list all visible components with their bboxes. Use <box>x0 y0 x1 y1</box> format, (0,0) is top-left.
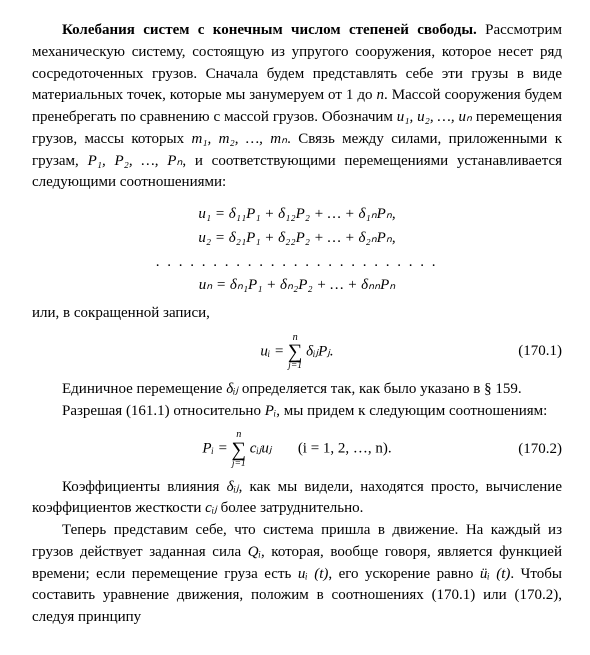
paragraph-6: Теперь представим себе, что система приш… <box>32 520 562 629</box>
var-Q: Qᵢ <box>248 544 261 560</box>
sum-bottom: j=1 <box>288 361 302 371</box>
var-delta: δᵢⱼ <box>226 381 238 397</box>
eq-number: (170.2) <box>518 439 562 461</box>
section-heading: Колебания систем с конечным числом степе… <box>62 22 477 38</box>
var-n: n <box>377 87 385 103</box>
equation-170-1: uᵢ = n ∑ j=1 δᵢⱼPⱼ. (170.1) <box>32 333 562 371</box>
vars-P: P₁, P₂, …, Pₙ <box>88 153 183 169</box>
var-udd-t: üᵢ (t) <box>480 566 511 582</box>
eq-lhs: Pᵢ = <box>202 441 227 457</box>
paragraph-5: Коэффициенты влияния δᵢⱼ, как мы видели,… <box>32 477 562 521</box>
eq-line-1: u₁ = δ₁₁P₁ + δ₁₂P₂ + … + δ₁ₙPₙ, <box>32 204 562 226</box>
text: определяется так, как было указано в § 1… <box>238 381 521 397</box>
var-c: cᵢⱼ <box>205 500 217 516</box>
equation-system: u₁ = δ₁₁P₁ + δ₁₂P₂ + … + δ₁ₙPₙ, u₂ = δ₂₁… <box>32 204 562 297</box>
paragraph-1: Колебания систем с конечным числом степе… <box>32 20 562 194</box>
paragraph-3: Единичное перемещение δᵢⱼ определяется т… <box>32 379 562 401</box>
text: Коэффициенты влияния <box>62 479 227 495</box>
text: Разрешая (161.1) относительно <box>62 403 265 419</box>
sum-bottom: j=1 <box>232 459 246 469</box>
eq-line-n: uₙ = δₙ₁P₁ + δₙ₂P₂ + … + δₙₙPₙ <box>32 275 562 297</box>
eq-rhs: cᵢⱼuⱼ <box>250 441 272 457</box>
text: , его ускорение равно <box>328 566 480 582</box>
text: , мы придем к следующим соотношениям: <box>276 403 547 419</box>
var-u-t: uᵢ (t) <box>298 566 329 582</box>
eq-number: (170.1) <box>518 341 562 363</box>
vars-u: u₁, u₂, …, uₙ <box>397 109 472 125</box>
vars-m: m₁, m₂, …, mₙ <box>191 131 287 147</box>
eq-cond: (i = 1, 2, …, n). <box>298 441 392 457</box>
text: Единичное перемещение <box>62 381 226 397</box>
paragraph-2: или, в сокращенной записи, <box>32 303 562 325</box>
eq-lhs: uᵢ = <box>260 343 284 359</box>
eq-line-2: u₂ = δ₂₁P₁ + δ₂₂P₂ + … + δ₂ₙPₙ, <box>32 228 562 250</box>
var-delta: δᵢⱼ <box>227 479 239 495</box>
eq-rhs: δᵢⱼPⱼ. <box>306 343 334 359</box>
text: более затруднительно. <box>217 500 364 516</box>
sum-symbol: n ∑ j=1 <box>288 333 303 371</box>
paragraph-4: Разрешая (161.1) относительно Pᵢ, мы при… <box>32 401 562 423</box>
equation-170-2: Pᵢ = n ∑ j=1 cᵢⱼuⱼ (i = 1, 2, …, n). (17… <box>32 430 562 468</box>
eq-dots: . . . . . . . . . . . . . . . . . . . . … <box>32 252 562 274</box>
var-Pi: Pᵢ <box>265 403 277 419</box>
sum-symbol: n ∑ j=1 <box>231 430 246 468</box>
